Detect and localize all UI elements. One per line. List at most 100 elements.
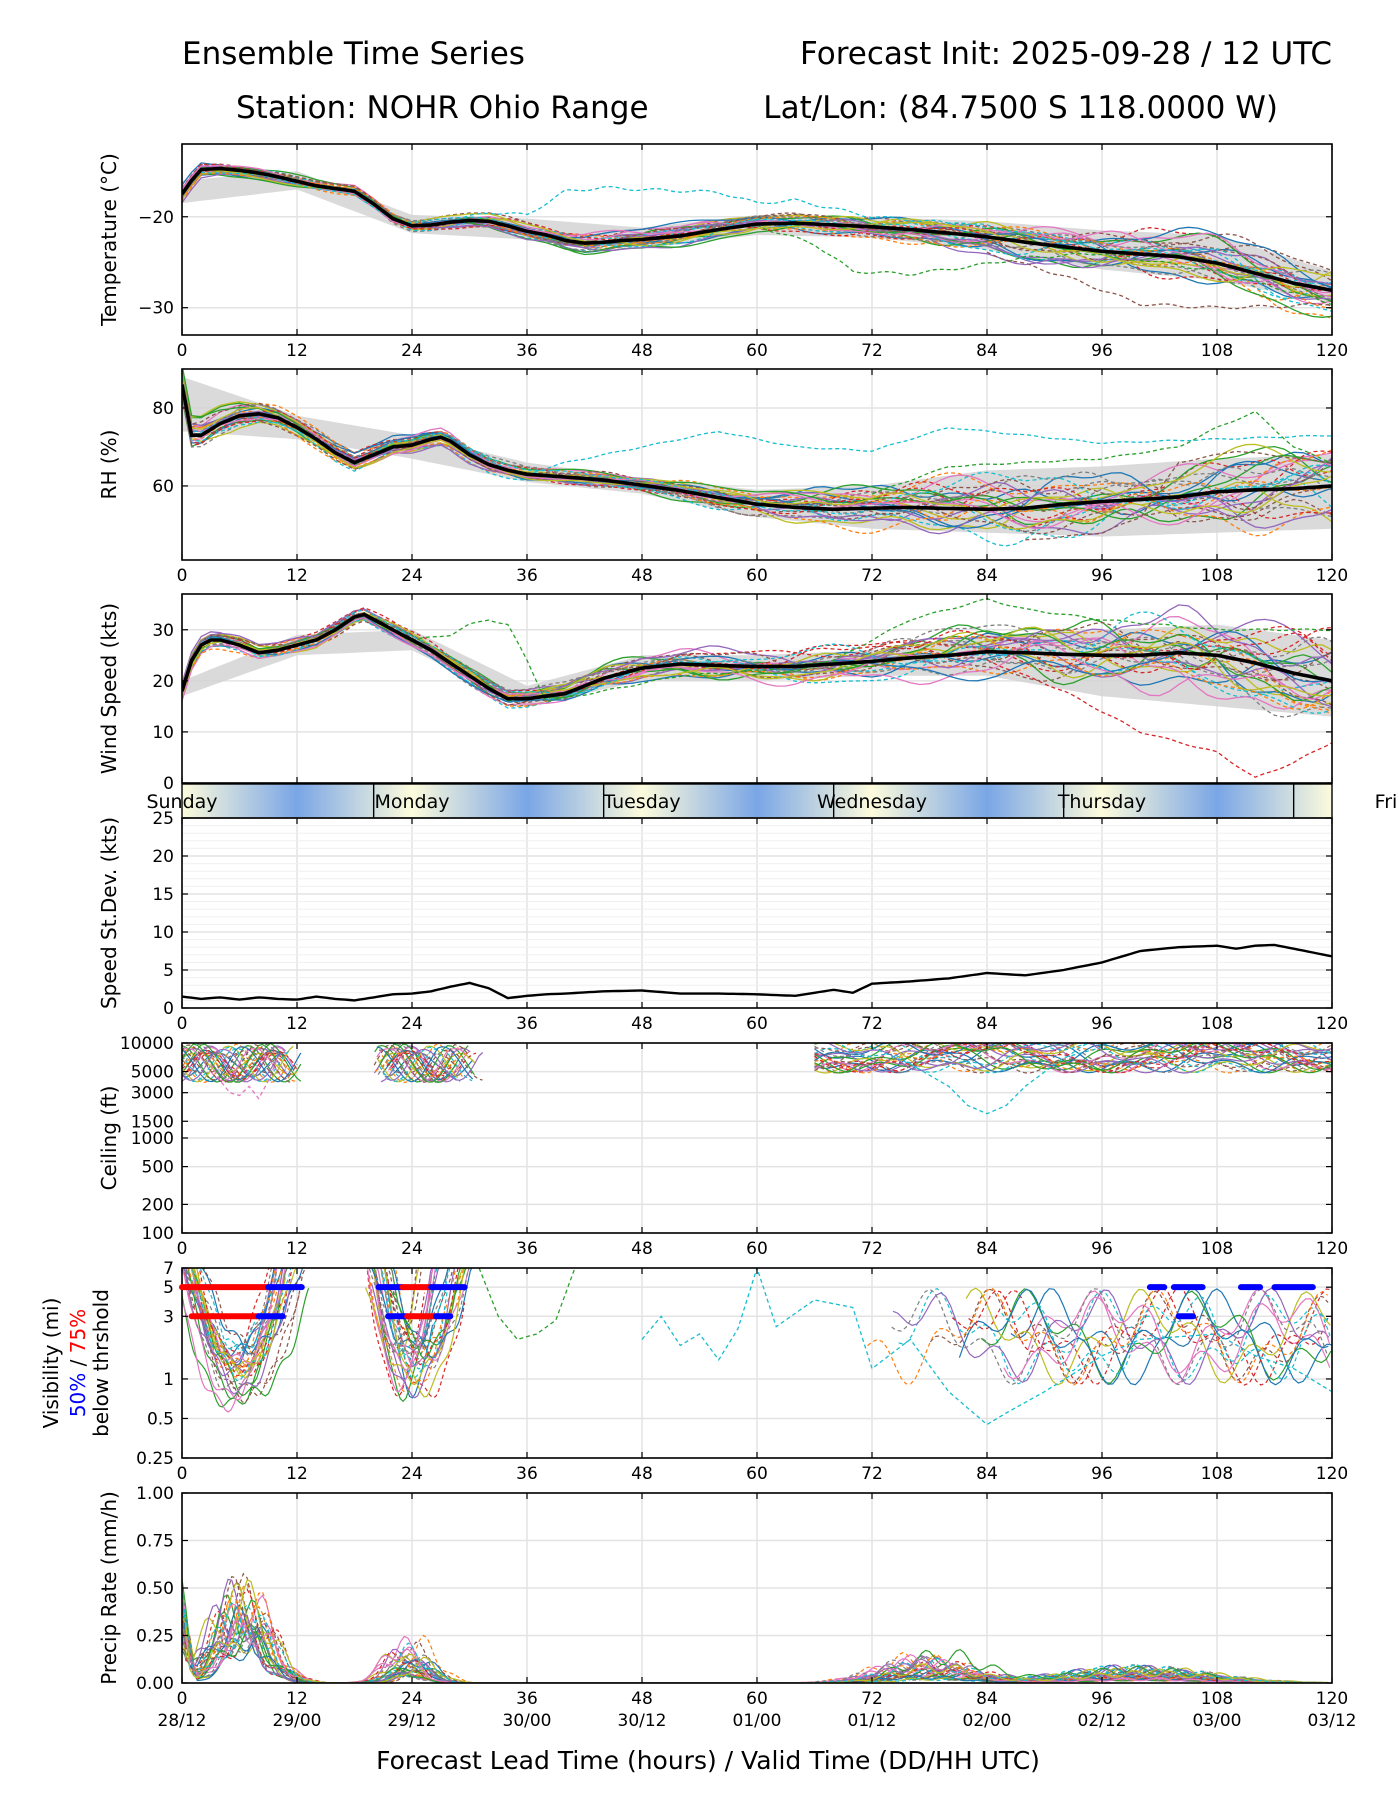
ceiling-ytick-label: 1000 — [131, 1129, 174, 1149]
ceiling-highlight-member — [871, 1046, 1103, 1115]
visibility-xtick-label: 0 — [177, 1464, 188, 1484]
visibility-ytick-label: 5 — [163, 1278, 174, 1298]
precip-member-line — [182, 1572, 1329, 1683]
ceiling-member-line — [814, 1043, 1332, 1074]
temperature-xtick-label: 36 — [516, 341, 538, 361]
speed_stdev-ytick-label: 5 — [163, 961, 174, 981]
wind_speed-member-line — [182, 617, 1332, 700]
precip_rate-ytick-label: 0.50 — [136, 1579, 174, 1599]
wind_speed-ensemble-mean — [182, 612, 1332, 701]
wind_speed-ylabel: Wind Speed (kts) — [97, 603, 121, 774]
rh-ensemble-mean — [182, 384, 1332, 512]
visibility-ytick-label: 0.5 — [147, 1409, 174, 1429]
ceiling-member-line — [382, 1049, 457, 1081]
ceiling-member-line — [182, 1045, 294, 1083]
valid-time-label: 30/12 — [618, 1711, 667, 1731]
ceiling-xtick-label: 36 — [516, 1239, 538, 1259]
temperature-plot — [182, 162, 1332, 319]
precip-member-line — [182, 1575, 1329, 1683]
title-right: Forecast Init: 2025-09-28 / 12 UTC — [800, 36, 1332, 72]
visibility-ytick-label: 1 — [163, 1370, 174, 1390]
ceiling-member-line — [182, 1052, 286, 1077]
ceiling-ytick-label: 5000 — [131, 1063, 174, 1083]
speed_stdev-plot — [182, 825, 1332, 1002]
day-bar: Sunday Monday Tuesday Wednesday Thursday Fri — [146, 783, 1397, 819]
visibility-grid — [181, 1267, 1333, 1459]
visibility-member-line — [1003, 1296, 1331, 1380]
ceiling-ytick-label: 10000 — [120, 1034, 174, 1054]
speed_stdev-ytick-label: 15 — [152, 885, 174, 905]
temperature-ensemble-mean — [182, 166, 1332, 293]
valid-time-label: 28/12 — [158, 1711, 207, 1731]
rh-xtick-label: 96 — [1091, 566, 1113, 586]
visibility-member-line — [368, 1268, 457, 1393]
visibility-member-line — [190, 1268, 292, 1395]
ceiling-member-line — [182, 1047, 286, 1082]
temperature-member-line — [182, 171, 1332, 312]
x-axis-label: Forecast Lead Time (hours) / Valid Time … — [376, 1746, 1040, 1775]
visibility-xtick-label: 108 — [1201, 1464, 1233, 1484]
ceiling-xtick-label: 96 — [1091, 1239, 1113, 1259]
temperature-xtick-label: 60 — [746, 341, 768, 361]
temperature-member-line — [182, 166, 1332, 282]
visibility-xtick-label: 72 — [861, 1464, 883, 1484]
visibility-member-line — [202, 1268, 306, 1355]
wind_speed-ytick-label: 10 — [152, 723, 174, 743]
temperature-xtick-label: 96 — [1091, 341, 1113, 361]
ceiling-member-line — [182, 1048, 283, 1081]
rh-xtick-label: 84 — [976, 566, 998, 586]
temperature-member-line — [182, 164, 1332, 298]
day-bar-segment — [757, 784, 987, 818]
rh-xtick-label: 36 — [516, 566, 538, 586]
rh-xtick-label: 108 — [1201, 566, 1233, 586]
visibility-member-line — [1027, 1288, 1331, 1385]
ceiling-member-line — [814, 1043, 1332, 1074]
temperature-xtick-label: 48 — [631, 341, 653, 361]
ceiling-ylabel: Ceiling (ft) — [97, 1086, 121, 1191]
speed_stdev-xtick-label: 36 — [516, 1014, 538, 1034]
visibility-member-line — [190, 1268, 292, 1382]
precip_rate-xtick-label: 72 — [861, 1689, 883, 1709]
visibility-xtick-label: 120 — [1316, 1464, 1348, 1484]
temperature-xtick-label: 84 — [976, 341, 998, 361]
day-bar-segment — [297, 784, 527, 818]
day-label: Tuesday — [602, 791, 680, 813]
temperature-member-line — [182, 172, 1332, 310]
ceiling-plot — [182, 1043, 1332, 1115]
rh-highlight-member — [1025, 450, 1332, 541]
visibility-member-line — [182, 1268, 277, 1413]
precip-member-line — [182, 1603, 1329, 1683]
rh-member-line — [182, 388, 1332, 528]
precip-member-line — [182, 1595, 1329, 1683]
precip-member-line — [182, 1590, 1329, 1683]
valid-time-label: 01/00 — [733, 1711, 782, 1731]
valid-time-label: 02/12 — [1078, 1711, 1127, 1731]
visibility-xtick-label: 60 — [746, 1464, 768, 1484]
visibility-ylabel-percent: 50% / 75% — [66, 1309, 90, 1417]
visibility-member-line — [199, 1268, 278, 1350]
visibility-member-line — [190, 1268, 286, 1365]
precip_rate-xtick-label: 24 — [401, 1689, 423, 1709]
day-bar-segment — [527, 784, 757, 818]
wind_speed-member-line — [182, 617, 1332, 713]
wind_speed-member-line — [182, 609, 1332, 696]
ceiling-member-line — [373, 1044, 471, 1083]
visibility-member-line — [1010, 1288, 1332, 1386]
speed_stdev-xtick-label: 108 — [1201, 1014, 1233, 1034]
speed_stdev-ytick-label: 0 — [163, 999, 174, 1019]
ceiling-xtick-label: 108 — [1201, 1239, 1233, 1259]
rh-xtick-label: 72 — [861, 566, 883, 586]
speed_stdev-ytick-label: 20 — [152, 847, 174, 867]
precip-member-line — [182, 1578, 1329, 1683]
rh-xtick-label: 60 — [746, 566, 768, 586]
visibility-member-line — [867, 1287, 1328, 1386]
visibility-member-line — [391, 1268, 436, 1355]
visibility-member-line — [196, 1268, 278, 1378]
ceiling-member-line — [814, 1043, 1332, 1074]
visibility-member-line — [929, 1288, 1329, 1384]
visibility-xtick-label: 12 — [286, 1464, 308, 1484]
day-label: Sunday — [146, 791, 217, 813]
rh-member-line — [182, 398, 1332, 525]
